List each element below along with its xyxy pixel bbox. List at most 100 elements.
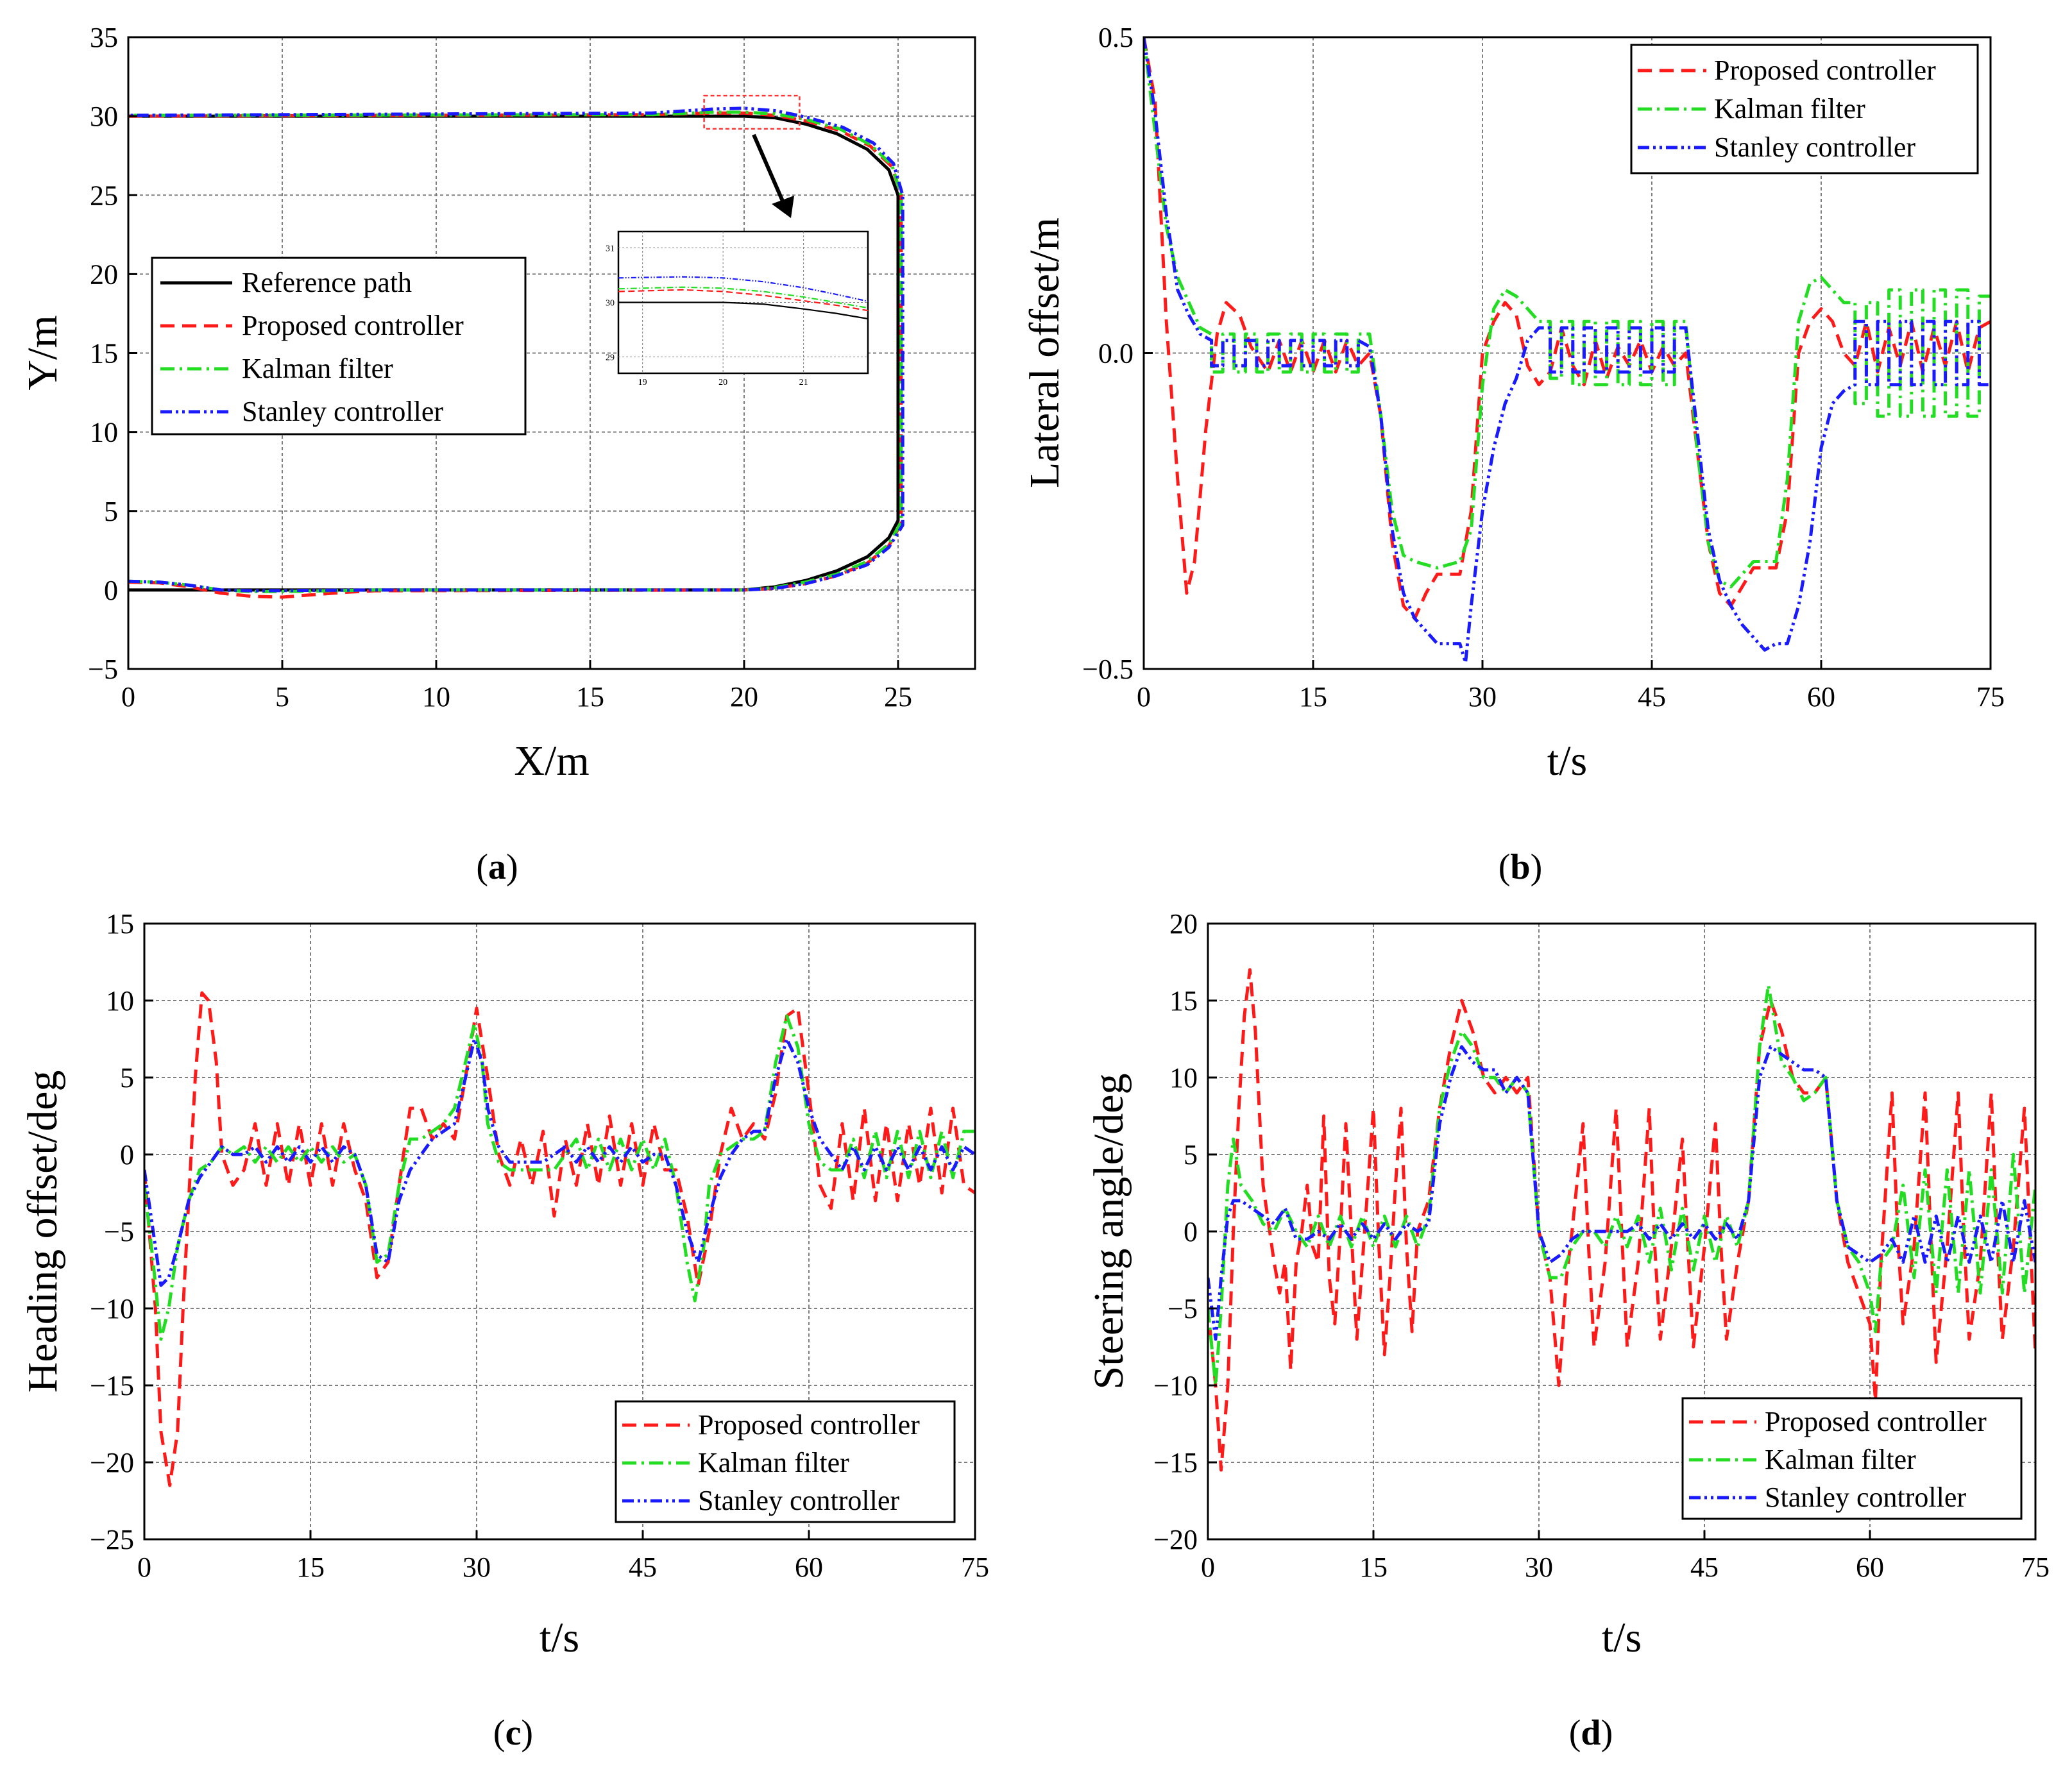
y-tick-label: −15 — [90, 1370, 134, 1401]
series-line-proposed — [128, 111, 903, 599]
y-tick-label: −20 — [1153, 1524, 1198, 1555]
x-tick-label: 60 — [1856, 1551, 1884, 1583]
series-line-stanley — [144, 1037, 975, 1287]
x-tick-label: 15 — [1299, 681, 1327, 713]
panel-b-xlabel: t/s — [1547, 738, 1587, 784]
panel-a-ylabel: Y/m — [19, 315, 66, 390]
legend-label: Proposed controller — [698, 1409, 920, 1441]
zoom-arrow — [752, 133, 794, 218]
x-tick-label: 60 — [795, 1551, 823, 1583]
series-line-kalman — [144, 1014, 975, 1341]
legend-label: Kalman filter — [1765, 1444, 1916, 1475]
panel-b-legend: Proposed controller Kalman filter Stanle… — [1630, 44, 1979, 174]
legend-label: Stanley controller — [1714, 131, 1915, 163]
x-tick-label: 10 — [422, 681, 450, 713]
inset-x-tick-label: 21 — [799, 378, 808, 387]
inset-y-tick-label: 31 — [606, 244, 615, 254]
x-tick-label: 30 — [463, 1551, 491, 1583]
x-tick-label: 75 — [1976, 681, 2005, 713]
y-tick-label: −25 — [90, 1524, 134, 1555]
y-tick-label: 20 — [90, 258, 118, 290]
y-tick-label: −5 — [1168, 1293, 1198, 1324]
x-tick-label: 30 — [1468, 681, 1497, 713]
series-line-proposed-inset — [618, 289, 868, 312]
x-tick-label: 75 — [2021, 1551, 2050, 1583]
y-tick-label: 15 — [1169, 985, 1198, 1017]
y-tick-label: 10 — [90, 417, 118, 448]
legend-label: Stanley controller — [698, 1485, 899, 1516]
x-tick-label: 5 — [275, 681, 289, 713]
x-tick-label: 15 — [1359, 1551, 1388, 1583]
x-tick-label: 75 — [961, 1551, 989, 1583]
panel-a-caption: (a) — [476, 847, 518, 887]
panel-b-ticks: 0 15 30 45 60 75 −0.5 0.0 0.5 — [1082, 22, 2005, 713]
panel-b-caption: (b) — [1499, 847, 1542, 887]
series-line-kalman-inset — [618, 286, 868, 309]
series-line-proposed — [1144, 37, 1991, 620]
legend-label: Kalman filter — [698, 1447, 849, 1478]
y-tick-label: 35 — [90, 22, 118, 53]
y-tick-label: 25 — [90, 180, 118, 211]
panel-d: 0 15 30 45 60 75 −20 −15 −10 −5 0 5 10 15 20 Proposed … — [1085, 908, 2050, 1753]
legend-label: Kalman filter — [1714, 93, 1865, 124]
y-tick-label: 5 — [1184, 1139, 1198, 1171]
y-tick-label: 0 — [104, 575, 118, 606]
panel-a-legend: Reference path Proposed controller Kalma… — [151, 257, 527, 435]
inset-y-tick-label: 30 — [606, 299, 615, 309]
legend-label: Stanley controller — [1765, 1482, 1966, 1513]
inset-x-tick-label: 20 — [718, 378, 727, 387]
y-tick-label: 5 — [120, 1062, 134, 1094]
x-tick-label: 45 — [1690, 1551, 1719, 1583]
legend-label: Kalman filter — [242, 353, 393, 384]
series-line-stanley-inset — [618, 276, 868, 302]
legend-label: Proposed controller — [1714, 55, 1936, 86]
panel-a-series — [128, 106, 904, 599]
series-line-stanley — [128, 106, 904, 593]
y-tick-label: −0.5 — [1082, 654, 1134, 685]
x-tick-label: 25 — [884, 681, 912, 713]
series-line-reference — [128, 114, 900, 592]
y-tick-label: 0 — [1184, 1216, 1198, 1247]
y-tick-label: 15 — [106, 908, 134, 940]
series-line-proposed — [144, 991, 975, 1487]
legend-label: Proposed controller — [242, 310, 464, 341]
y-tick-label: −10 — [90, 1293, 134, 1324]
inset-x-tick-label: 19 — [638, 378, 647, 387]
y-tick-label: −5 — [88, 654, 118, 685]
inset-y-tick-label: 29 — [606, 353, 615, 363]
y-tick-label: 30 — [90, 101, 118, 132]
x-tick-label: 30 — [1525, 1551, 1553, 1583]
legend-label: Stanley controller — [242, 396, 443, 427]
panel-c-ticks: 0 15 30 45 60 75 −25 −20 −15 −10 −5 0 5 10 15 — [90, 908, 989, 1583]
series-line-stanley — [1144, 37, 1991, 664]
panel-b: 0 15 30 45 60 75 −0.5 0.0 0.5 Proposed controlle… — [1021, 22, 2005, 887]
panel-d-ticks: 0 15 30 45 60 75 −20 −15 −10 −5 0 5 10 15 20 — [1153, 908, 2050, 1583]
series-line-kalman — [1208, 983, 2035, 1387]
x-tick-label: 0 — [1201, 1551, 1215, 1583]
y-tick-label: 10 — [1169, 1062, 1198, 1094]
x-tick-label: 0 — [121, 681, 135, 713]
y-tick-label: 10 — [106, 985, 134, 1017]
panel-c-grid — [144, 924, 975, 1539]
panel-c-series — [144, 991, 975, 1487]
x-tick-label: 45 — [629, 1551, 657, 1583]
y-tick-label: 5 — [104, 496, 118, 527]
panel-b-ylabel: Lateral offset/m — [1021, 217, 1068, 488]
x-tick-label: 60 — [1807, 681, 1835, 713]
series-line-kalman — [1144, 37, 1991, 589]
panel-c: 0 15 30 45 60 75 −25 −20 −15 −10 −5 0 5 10 15 Proposed… — [19, 908, 989, 1753]
y-tick-label: −5 — [104, 1216, 134, 1247]
zoom-inset: 19 20 21 29 30 31 — [606, 230, 869, 387]
y-tick-label: 20 — [1169, 908, 1198, 940]
series-line-stanley — [1208, 1045, 2035, 1341]
legend-label: Proposed controller — [1765, 1406, 1987, 1437]
x-tick-label: 15 — [296, 1551, 325, 1583]
series-line-proposed — [1208, 968, 2035, 1472]
y-tick-label: −10 — [1153, 1370, 1198, 1401]
y-tick-label: −20 — [90, 1447, 134, 1478]
y-tick-label: 0.5 — [1098, 22, 1134, 53]
zoom-region-box — [703, 94, 801, 130]
